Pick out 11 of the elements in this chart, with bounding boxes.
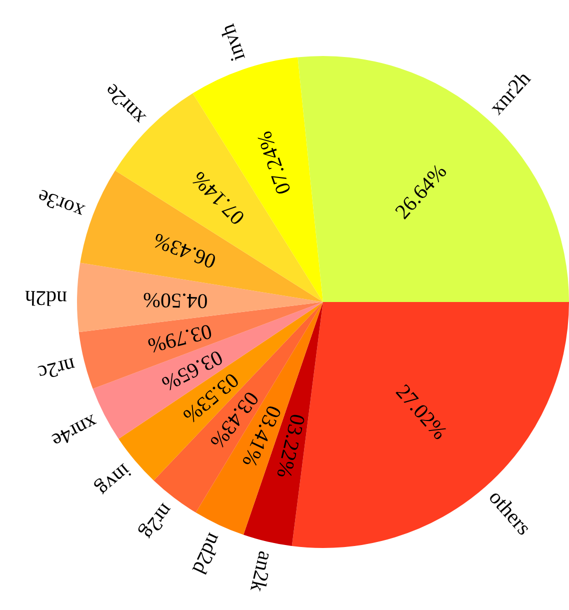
slice-label: invh: [214, 20, 250, 64]
slice-label: nr2c: [36, 353, 78, 386]
data-label: 06.43%: [150, 228, 219, 274]
slice-label: invg: [92, 459, 136, 502]
slice-label: nd2d: [187, 530, 228, 578]
slice-label: xnr4e: [48, 410, 102, 454]
slice-label: nd2h: [24, 286, 68, 311]
slice-label: xor3e: [34, 184, 88, 224]
data-label: 04.50%: [142, 288, 208, 314]
data-label: 07.24%: [252, 128, 296, 198]
slice-label: an2k: [246, 548, 278, 595]
